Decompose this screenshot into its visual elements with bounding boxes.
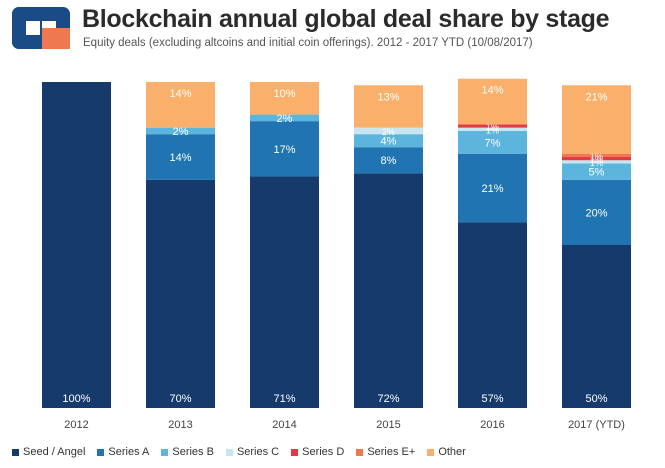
legend-label: Series D [302, 446, 345, 458]
legend-swatch [161, 448, 169, 456]
data-label-2016-series-b: 7% [485, 137, 501, 149]
bar-2017-ytd-series-d [562, 156, 631, 161]
legend-item-series-e: Series E+ [356, 446, 415, 458]
bar-2016-seed-angel [458, 222, 527, 408]
bar-2014-series-b [250, 114, 319, 122]
legend-label: Seed / Angel [23, 446, 86, 458]
bar-2016-series-b [458, 130, 527, 154]
data-label-2017-ytd-series-b: 5% [589, 167, 605, 179]
bar-2013-other [146, 82, 215, 128]
bar-2016-other [458, 78, 527, 125]
bar-2016-series-d [458, 124, 527, 128]
legend-label: Series C [236, 446, 280, 458]
data-label-2017-ytd-other: 21% [585, 91, 607, 103]
bar-2015-other [354, 85, 423, 128]
bar-2014-series-a [250, 121, 319, 177]
data-label-2013-series-b: 2% [173, 126, 189, 138]
bar-2013-seed-angel [146, 179, 215, 408]
data-label-2017-ytd-series-e: 1% [590, 151, 603, 161]
x-tick-label-2012: 2012 [64, 419, 88, 431]
data-label-2017-ytd-series-c: 1% [590, 158, 603, 168]
bar-2014-other [250, 82, 319, 115]
legend-label: Series B [172, 446, 214, 458]
legend-swatch [356, 448, 364, 456]
data-label-2014-series-b: 2% [277, 113, 293, 125]
data-label-2014-seed-angel: 71% [273, 393, 295, 405]
legend-item-series-b: Series B [161, 446, 214, 458]
bar-2017-ytd-seed-angel [562, 245, 631, 408]
legend-item-seed-angel: Seed / Angel [12, 446, 85, 458]
data-label-2016-series-c: 1% [486, 125, 499, 135]
x-tick-label-2015: 2015 [376, 419, 400, 431]
legend-swatch [12, 448, 19, 456]
legend-item-series-d: Series D [291, 446, 344, 458]
bar-2016-series-a [458, 153, 527, 223]
data-label-2013-series-a: 14% [169, 152, 191, 164]
legend-swatch [427, 448, 435, 456]
legend-item-other: Other [427, 446, 466, 458]
x-tick-label-2017-ytd: 2017 (YTD) [568, 419, 625, 431]
chart-subtitle: Equity deals (excluding altcoins and ini… [83, 37, 533, 49]
bar-2017-ytd-series-c [562, 160, 631, 164]
legend-label: Other [438, 446, 466, 458]
bar-2017-ytd-other [562, 85, 631, 154]
bar-2017-ytd-series-e [562, 153, 631, 157]
bar-2017-ytd-series-b [562, 163, 631, 180]
brand-logo [12, 7, 70, 49]
legend-swatch [97, 448, 105, 456]
legend-item-series-a: Series A [97, 446, 149, 458]
data-label-2015-seed-angel: 72% [377, 393, 399, 405]
legend-label: Series E+ [367, 446, 416, 458]
bar-2012-seed-angel [42, 82, 111, 408]
bar-2015-series-a [354, 147, 423, 174]
data-label-2017-ytd-series-a: 20% [585, 207, 607, 219]
bar-2013-series-b [146, 127, 215, 135]
data-label-2013-other: 14% [169, 88, 191, 100]
data-label-2016-series-a: 21% [481, 183, 503, 195]
data-label-2014-other: 10% [273, 88, 295, 100]
data-label-2017-ytd-series-d: 1% [590, 155, 603, 165]
legend-swatch [291, 448, 299, 456]
data-label-2015-series-c: 2% [382, 127, 395, 137]
bar-2015-seed-angel [354, 173, 423, 408]
bar-2015-series-c [354, 127, 423, 135]
data-label-2016-seed-angel: 57% [481, 393, 503, 405]
legend-swatch [225, 448, 233, 456]
x-tick-label-2013: 2013 [168, 419, 192, 431]
bar-2017-ytd-series-a [562, 179, 631, 245]
x-tick-label-2016: 2016 [480, 419, 504, 431]
bar-2015-series-b [354, 134, 423, 148]
data-label-2014-series-a: 17% [273, 144, 295, 156]
data-label-2013-seed-angel: 70% [169, 393, 191, 405]
legend-label: Series A [108, 446, 150, 458]
data-label-2016-other: 14% [481, 85, 503, 97]
x-tick-label-2014: 2014 [272, 419, 296, 431]
bar-2013-series-a [146, 134, 215, 180]
data-label-2015-other: 13% [377, 91, 399, 103]
data-label-2017-ytd-seed-angel: 50% [585, 393, 607, 405]
chart-title: Blockchain annual global deal share by s… [82, 5, 610, 33]
data-label-2016-series-d: 1% [486, 122, 499, 132]
data-label-2012-seed-angel: 100% [62, 393, 90, 405]
data-label-2015-series-a: 8% [381, 155, 397, 167]
bar-2014-seed-angel [250, 176, 319, 408]
legend-item-series-c: Series C [225, 446, 280, 458]
data-label-2015-series-b: 4% [381, 136, 397, 148]
bar-2016-series-c [458, 127, 527, 131]
chart-legend: Seed / Angel Series A Series B Series C Seri… [12, 446, 466, 458]
